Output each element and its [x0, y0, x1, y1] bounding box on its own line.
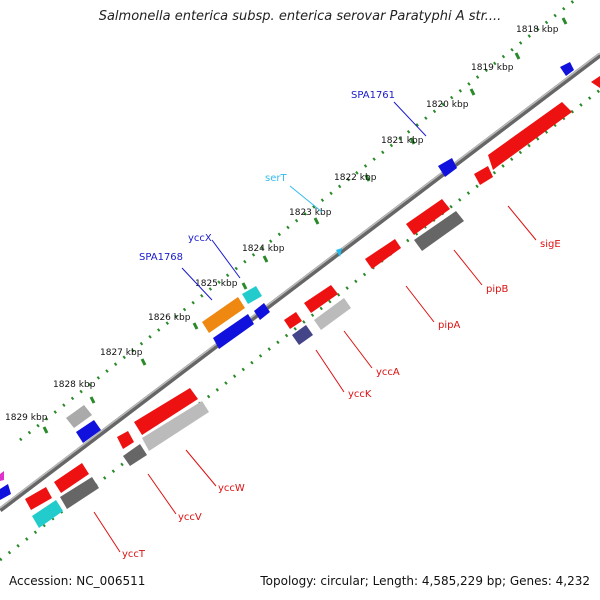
tick-label: 1828 kbp: [53, 380, 96, 390]
gene-feature-blue: [0, 484, 11, 500]
gene-feature-magenta: [0, 471, 4, 481]
tick-label: 1827 kbp: [100, 348, 143, 358]
gene-label-yccK: yccK: [348, 389, 372, 400]
gene-feature-red: [25, 487, 52, 510]
tick-label: 1823 kbp: [289, 208, 332, 218]
tick-label: 1826 kbp: [148, 313, 191, 323]
tick-label: 1821 kbp: [381, 136, 424, 146]
tick-label: 1819 kbp: [471, 63, 514, 73]
gene-feature-red: [474, 166, 493, 185]
outer-genes: [0, 62, 600, 500]
gene-feature-dark: [414, 211, 464, 251]
gene-feature-grey: [314, 298, 351, 330]
gene-label-yccA: yccA: [376, 367, 400, 378]
topology-text: Topology: circular; Length: 4,585,229 bp…: [260, 574, 590, 588]
tick-label: 1822 kbp: [334, 173, 377, 183]
gene-label-SPA1761: SPA1761: [351, 90, 395, 101]
accession-text: Accession: NC_006511: [9, 574, 146, 588]
tick-label: 1818 kbp: [516, 25, 559, 35]
gene-feature-red: [365, 239, 401, 269]
gene-label-pipA: pipA: [438, 320, 460, 331]
map-title: Salmonella enterica subsp. enterica sero…: [98, 9, 502, 24]
gene-label-sigE: sigE: [540, 239, 561, 250]
gene-feature-grey: [66, 405, 92, 428]
tick-label: 1824 kbp: [242, 244, 285, 254]
gene-labels: SPA1761 serT yccX SPA1768 sigE pipB pipA…: [122, 90, 561, 560]
gene-feature-yccA: [304, 285, 338, 313]
gene-label-yccT: yccT: [122, 549, 146, 560]
gene-feature-blue: [213, 314, 254, 349]
tick-label: 1829 kbp: [5, 413, 48, 423]
major-ticks: [42, 17, 568, 434]
gene-feature-red: [591, 76, 600, 88]
leader-lines: [93, 101, 537, 553]
gene-feature-red: [284, 312, 302, 329]
gene-label-yccV: yccV: [178, 512, 202, 523]
gene-label-yccX: yccX: [188, 233, 212, 244]
gene-feature-red: [54, 463, 89, 493]
outer-tick-track: [19, 0, 578, 442]
tick-labels: 1818 kbp 1819 kbp 1820 kbp 1821 kbp 1822…: [5, 25, 559, 423]
gene-label-serT: serT: [265, 173, 287, 184]
gene-feature-blue: [76, 420, 101, 443]
gene-feature-yccK: [292, 325, 313, 345]
gene-feature-red: [117, 431, 134, 449]
tick-label: 1820 kbp: [426, 100, 469, 110]
gene-feature-yccV: [123, 444, 147, 466]
tick-label: 1825 kbp: [195, 279, 238, 289]
gene-feature-serT: [336, 248, 342, 257]
gene-feature-blue: [254, 303, 270, 320]
gene-label-SPA1768: SPA1768: [139, 252, 183, 263]
gene-feature-yccT: [60, 477, 99, 509]
gene-feature-blue: [560, 62, 574, 76]
gene-label-yccW: yccW: [218, 483, 245, 494]
gene-feature-yccX: [242, 286, 262, 304]
gene-feature-cyan: [32, 500, 63, 528]
gene-label-pipB: pipB: [486, 284, 508, 295]
inner-genes: [25, 102, 572, 528]
gene-feature-SPA1768: [202, 297, 245, 333]
gene-feature-sigE: [488, 102, 572, 170]
gene-feature-grey: [142, 401, 209, 451]
gene-feature-pipB: [406, 199, 450, 235]
genome-backbone: [0, 53, 600, 512]
gene-feature-blue: [438, 158, 457, 177]
genome-backbone-highlight: [0, 52, 600, 509]
gene-feature-yccW: [134, 388, 198, 435]
